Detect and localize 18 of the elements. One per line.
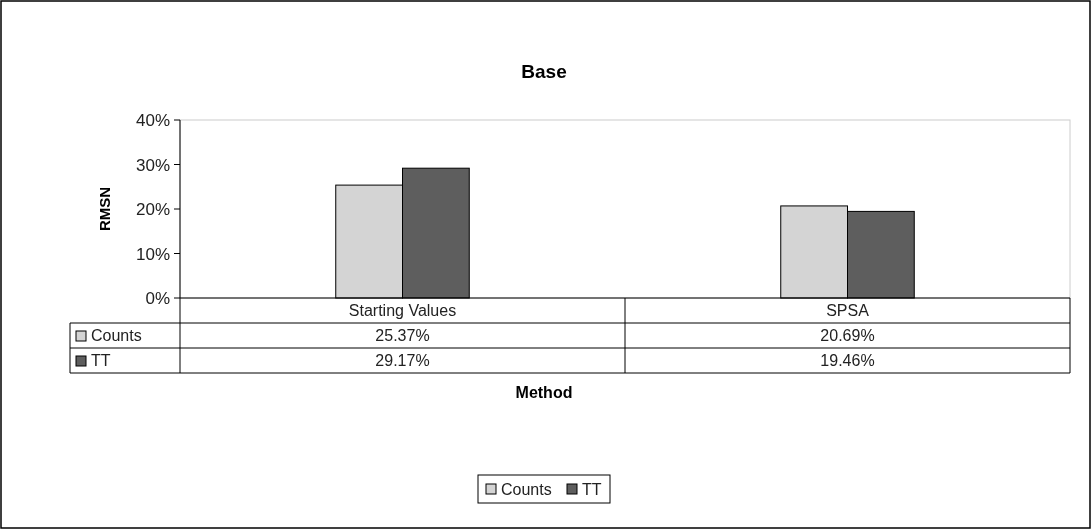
x-axis-title: Method <box>515 384 573 401</box>
text: Counts <box>91 327 142 344</box>
y-axis-title: RMSN <box>96 186 113 232</box>
y-tick-label: 10% <box>135 244 170 264</box>
y-tick-label: 20% <box>135 200 170 219</box>
legend-label: Counts <box>501 481 552 498</box>
y-tick-label: 0% <box>145 289 170 308</box>
text: TT <box>91 352 111 369</box>
chart-title: Base <box>521 61 567 82</box>
data-label: 19.46% <box>820 352 875 369</box>
x-tick-label: SPSA <box>826 302 870 319</box>
data-label: 29.17% <box>375 352 430 369</box>
y-tick-label: 30% <box>135 155 170 175</box>
data-label: 20.69% <box>820 327 875 344</box>
y-tick-label: 40% <box>135 111 170 130</box>
data-label: 25.37% <box>375 327 430 344</box>
legend-label: TT <box>582 481 602 498</box>
x-tick-label: Starting Values <box>348 302 457 319</box>
